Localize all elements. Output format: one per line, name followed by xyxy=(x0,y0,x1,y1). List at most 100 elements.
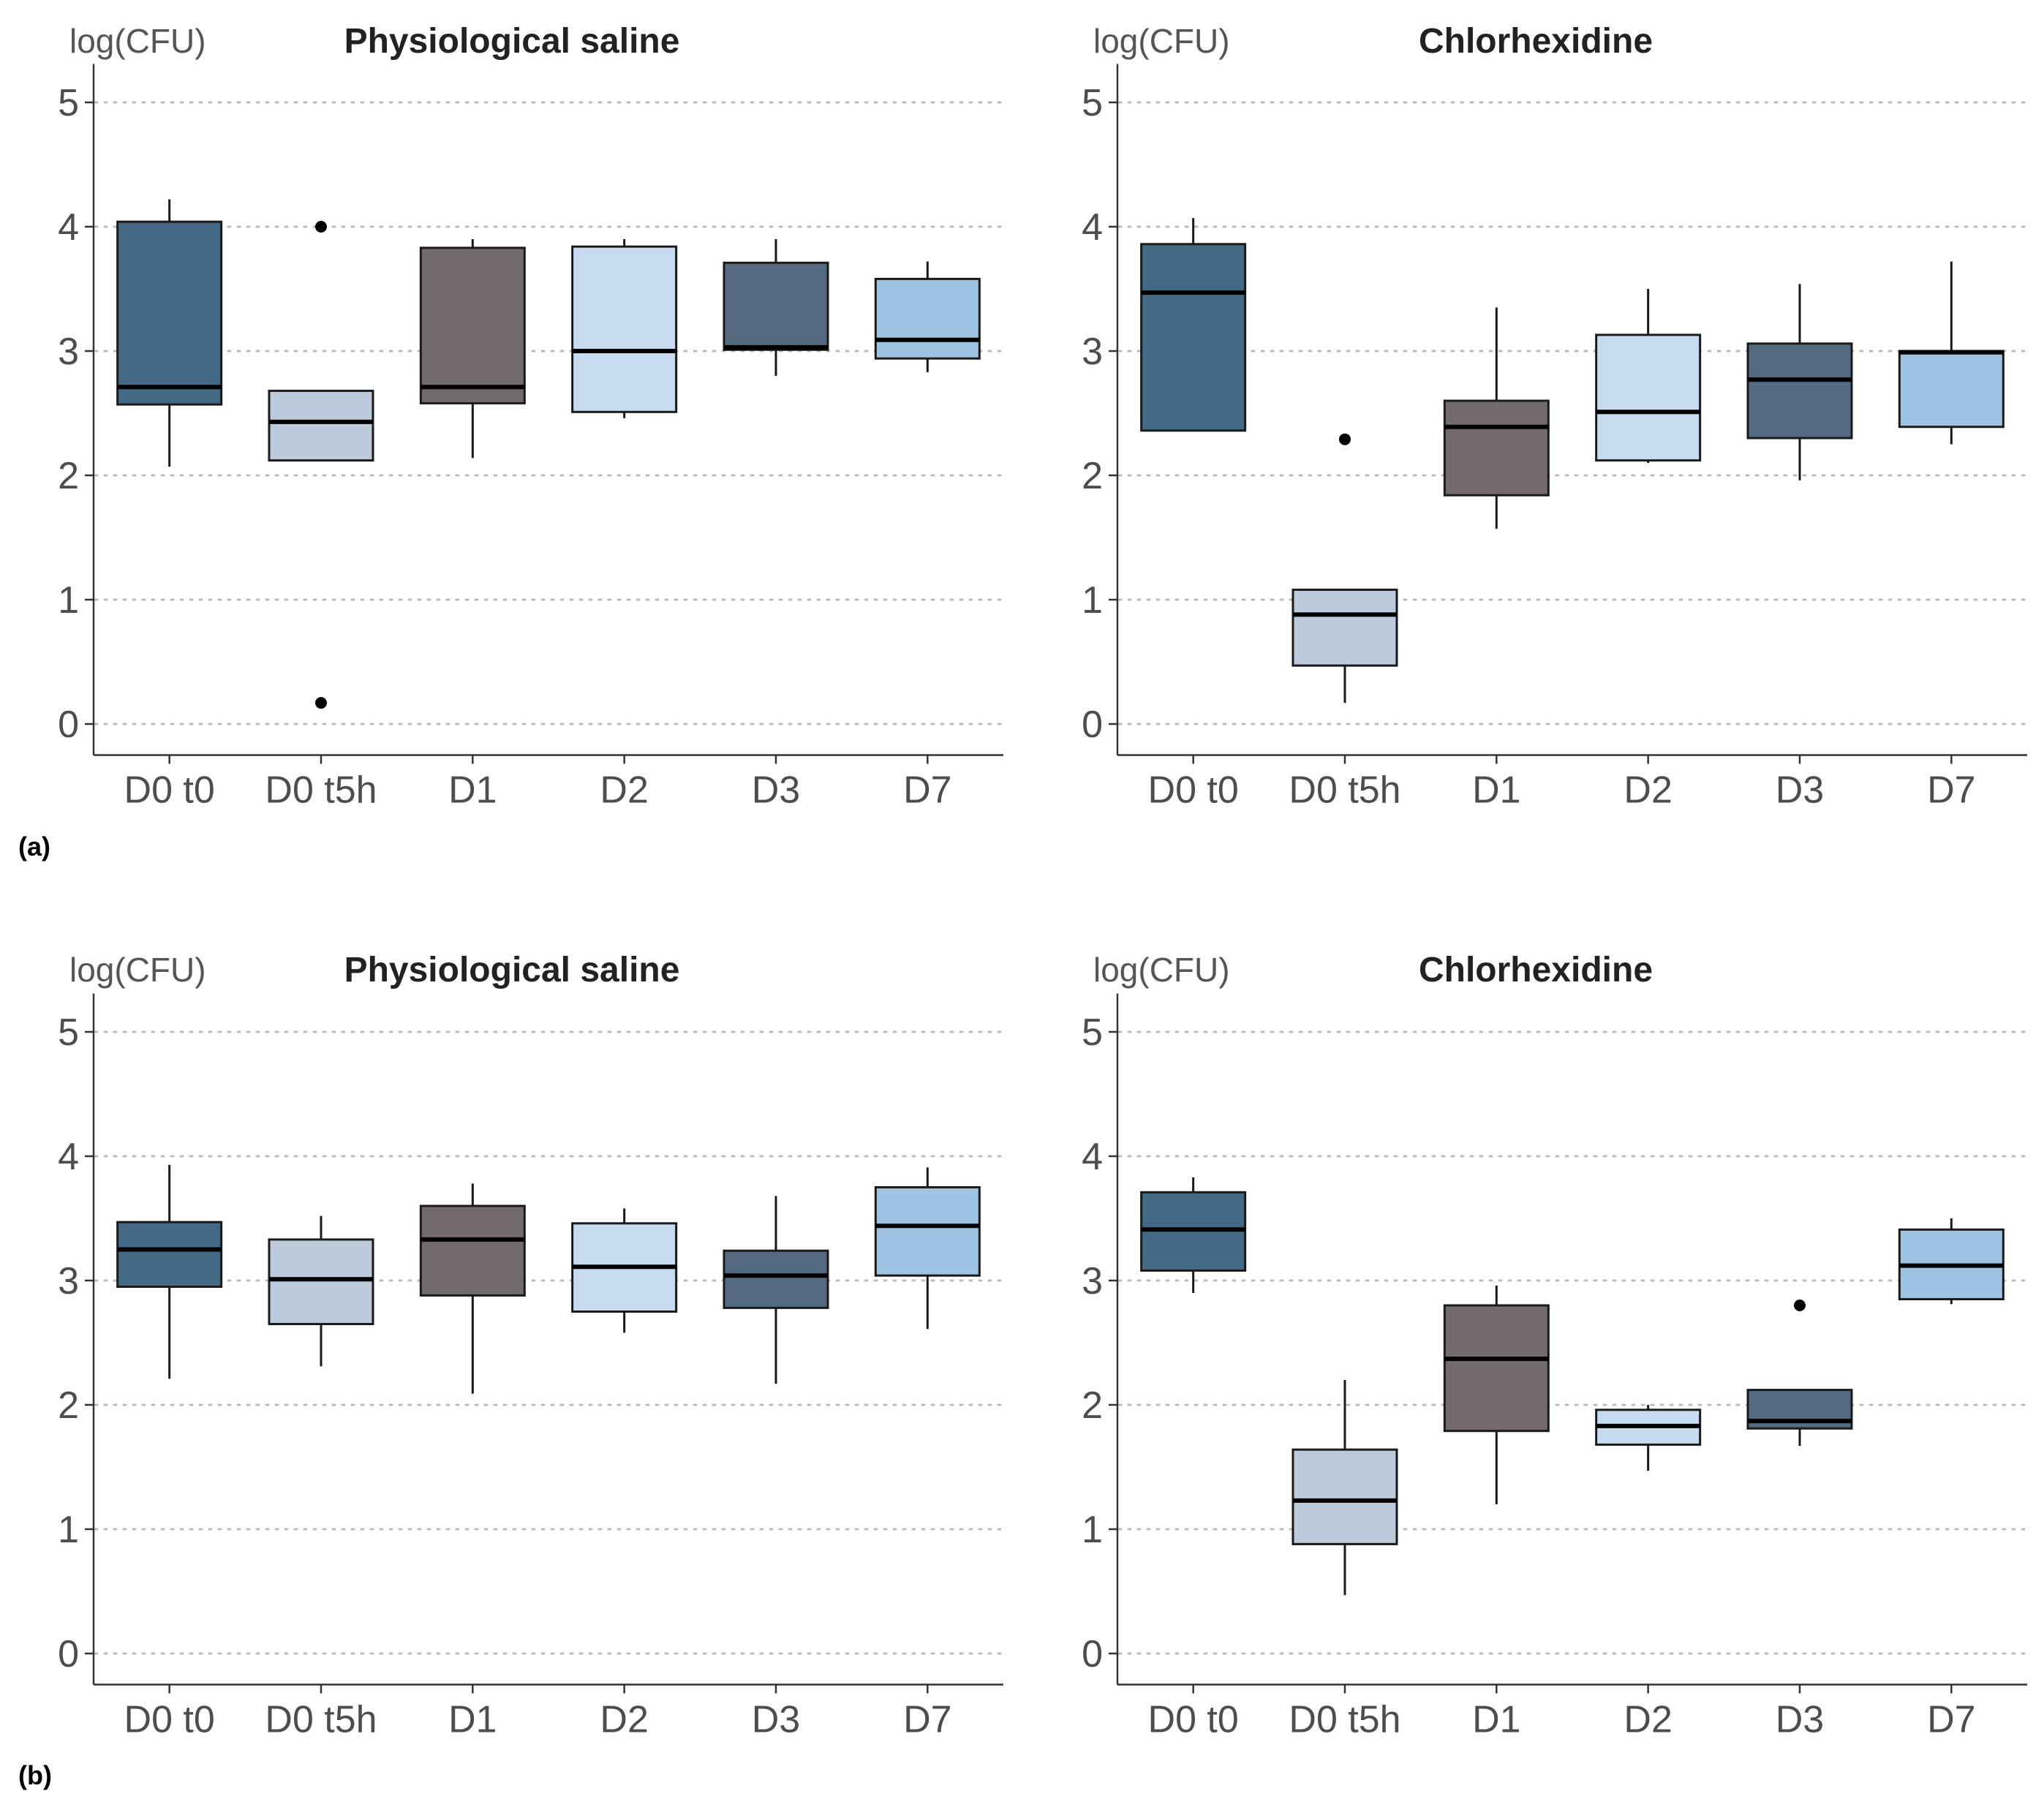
box-iqr xyxy=(723,1249,829,1309)
x-tick-label: D1 xyxy=(448,769,497,812)
chart-title: Chlorhexidine xyxy=(1419,951,1653,989)
outlier-point xyxy=(1339,433,1351,445)
x-tick-label: D7 xyxy=(903,769,951,812)
x-tick-label: D0 t0 xyxy=(124,1699,215,1741)
y-tick-label: 0 xyxy=(1082,704,1103,746)
box-group xyxy=(723,239,829,376)
box-iqr xyxy=(1140,243,1247,432)
charts-layer: 0 1 2 3 4 5 D0 t0 D0 t5h D1 D2 D3 D7 log(CFU) Physiol… xyxy=(58,22,2029,1741)
y-tick-label: 2 xyxy=(58,1384,79,1427)
x-tick-label: D0 t5h xyxy=(1289,769,1400,812)
y-tick-label: 0 xyxy=(1082,1633,1103,1675)
box-iqr xyxy=(723,261,829,351)
box-group xyxy=(116,199,223,467)
y-tick-label: 3 xyxy=(1082,331,1103,373)
box-iqr xyxy=(1595,333,1702,462)
x-tick-label: D1 xyxy=(1472,769,1520,812)
x-tick-label: D3 xyxy=(752,1699,800,1741)
box-iqr xyxy=(419,246,526,404)
y-tick-label: 3 xyxy=(58,1260,79,1302)
x-tick-label: D0 t0 xyxy=(124,769,215,812)
x-tick-label: D0 t0 xyxy=(1148,1699,1239,1741)
x-tick-label: D7 xyxy=(1927,1699,1975,1741)
y-tick-label: 5 xyxy=(58,82,79,124)
box-iqr xyxy=(268,389,374,462)
chart-title: Chlorhexidine xyxy=(1419,22,1653,61)
box-iqr xyxy=(571,245,678,413)
box-iqr xyxy=(116,1221,223,1288)
x-tick-label: D3 xyxy=(1776,769,1824,812)
box-group xyxy=(571,1208,678,1333)
chart-title: Physiological saline xyxy=(344,22,680,61)
box-iqr xyxy=(1291,588,1398,667)
box-group xyxy=(419,239,526,459)
y-tick-label: 4 xyxy=(58,1136,79,1178)
x-tick-label: D2 xyxy=(1623,769,1672,812)
box-group xyxy=(268,221,374,709)
y-tick-label: 1 xyxy=(1082,1509,1103,1551)
y-tick-label: 3 xyxy=(1082,1260,1103,1302)
y-axis-label: log(CFU) xyxy=(1093,22,1230,60)
x-tick-label: D3 xyxy=(752,769,800,812)
box-group xyxy=(419,1183,526,1394)
box-group xyxy=(116,1164,223,1379)
box-group xyxy=(1291,1380,1398,1596)
x-tick-label: D1 xyxy=(448,1699,497,1741)
y-tick-label: 1 xyxy=(58,579,79,622)
chart-title: Physiological saline xyxy=(344,951,680,989)
y-tick-label: 1 xyxy=(58,1509,79,1551)
box-group xyxy=(874,261,981,372)
box-group xyxy=(874,1167,981,1330)
box-iqr xyxy=(419,1204,526,1297)
chart-4: 0 1 2 3 4 5 D0 t0 D0 t5h D1 D2 D3 D7 log(CFU) Chlorhe… xyxy=(1082,951,2029,1741)
chart-1: 0 1 2 3 4 5 D0 t0 D0 t5h D1 D2 D3 D7 log(CFU) Physiol… xyxy=(58,22,1005,812)
x-tick-label: D0 t0 xyxy=(1148,769,1239,812)
x-tick-label: D0 t5h xyxy=(265,769,377,812)
box-iqr xyxy=(1443,399,1550,497)
box-iqr xyxy=(268,1238,374,1326)
box-iqr xyxy=(1443,1304,1550,1433)
outlier-point xyxy=(1794,1300,1806,1311)
y-tick-label: 2 xyxy=(1082,1384,1103,1427)
y-tick-label: 0 xyxy=(58,1633,79,1675)
x-tick-label: D2 xyxy=(600,1699,648,1741)
outlier-point xyxy=(315,697,327,709)
chart-2: 0 1 2 3 4 5 D0 t0 D0 t5h D1 D2 D3 D7 log(CFU) Chlorhe… xyxy=(1082,22,2029,812)
x-tick-label: D7 xyxy=(903,1699,951,1741)
box-group xyxy=(1595,1405,1702,1471)
y-tick-label: 5 xyxy=(1082,82,1103,124)
box-iqr xyxy=(874,277,981,360)
x-tick-label: D0 t5h xyxy=(265,1699,377,1741)
y-tick-label: 3 xyxy=(58,331,79,373)
x-tick-label: D3 xyxy=(1776,1699,1824,1741)
y-tick-label: 4 xyxy=(1082,206,1103,249)
y-tick-label: 4 xyxy=(1082,1136,1103,1178)
y-axis-label: log(CFU) xyxy=(69,951,206,989)
panel-label-b: (b) xyxy=(18,1760,52,1790)
x-tick-label: D0 t5h xyxy=(1289,1699,1400,1741)
box-group xyxy=(1898,261,2005,445)
x-tick-label: D1 xyxy=(1472,1699,1520,1741)
y-tick-label: 1 xyxy=(1082,579,1103,622)
box-iqr xyxy=(116,220,223,406)
y-axis-label: log(CFU) xyxy=(1093,951,1230,989)
box-group xyxy=(1443,1285,1550,1504)
y-tick-label: 2 xyxy=(1082,455,1103,497)
outlier-point xyxy=(315,221,327,233)
x-tick-label: D2 xyxy=(1623,1699,1672,1741)
box-group xyxy=(1746,284,1853,480)
y-tick-label: 2 xyxy=(58,455,79,497)
box-iqr xyxy=(1898,350,2005,429)
y-tick-label: 5 xyxy=(58,1011,79,1054)
y-tick-label: 4 xyxy=(58,206,79,249)
x-tick-label: D7 xyxy=(1927,769,1975,812)
x-tick-label: D2 xyxy=(600,769,648,812)
box-group xyxy=(1595,289,1702,463)
box-iqr xyxy=(1746,342,1853,440)
box-group xyxy=(571,239,678,418)
box-group xyxy=(723,1196,829,1384)
y-axis-label: log(CFU) xyxy=(69,22,206,60)
chart-3: 0 1 2 3 4 5 D0 t0 D0 t5h D1 D2 D3 D7 log(CFU) Physiol… xyxy=(58,951,1005,1741)
